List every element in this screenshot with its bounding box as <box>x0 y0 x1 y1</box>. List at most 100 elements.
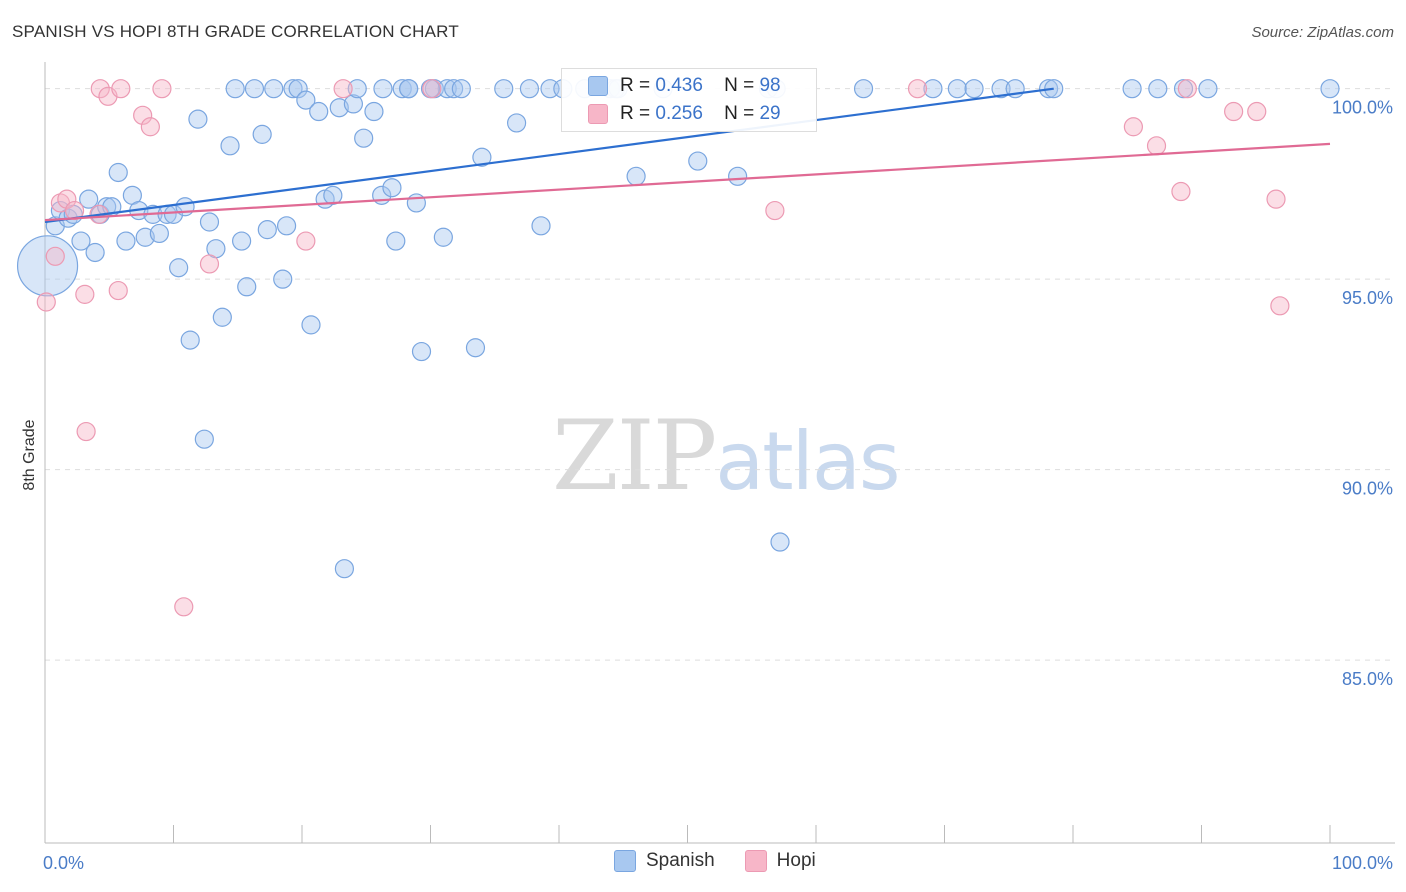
point-spanish <box>301 315 321 335</box>
point-spanish <box>71 231 91 251</box>
grid-lines <box>45 88 1395 661</box>
point-spanish <box>1198 79 1218 99</box>
point-spanish <box>116 231 136 251</box>
point-spanish <box>373 79 393 99</box>
point-spanish <box>386 231 406 251</box>
point-spanish <box>382 178 402 198</box>
point-hopi <box>333 79 353 99</box>
point-spanish <box>399 79 419 99</box>
point-spanish <box>411 341 432 362</box>
point-spanish <box>923 79 943 99</box>
point-spanish <box>149 223 169 244</box>
watermark-zip: ZIP <box>552 400 717 512</box>
point-hopi <box>1224 101 1244 122</box>
point-spanish <box>354 128 374 148</box>
point-spanish <box>169 258 189 278</box>
point-hopi <box>907 79 928 99</box>
point-hopi <box>1123 117 1143 137</box>
point-hopi <box>199 254 220 274</box>
tick-labels: 100.0% 95.0% 90.0% 85.0% 0.0% 100.0% <box>43 98 1393 873</box>
point-hopi <box>1177 79 1197 99</box>
point-spanish <box>194 429 214 449</box>
point-hopi <box>76 421 96 442</box>
point-spanish <box>296 90 316 110</box>
trend-lines <box>44 87 1331 224</box>
legend-stats-spanish: R = 0.436 N = 98 <box>620 75 781 96</box>
point-spanish <box>494 79 514 99</box>
point-hopi <box>57 189 77 209</box>
point-spanish <box>232 231 252 251</box>
point-spanish <box>519 79 540 99</box>
point-spanish <box>329 98 349 118</box>
point-spanish <box>225 79 245 99</box>
point-hopi <box>75 284 95 304</box>
point-spanish <box>347 79 367 99</box>
legend-item-spanish[interactable]: Spanish <box>614 850 715 872</box>
chart-source: Source: ZipAtlas.com <box>1251 24 1394 41</box>
point-spanish <box>472 147 492 167</box>
point-spanish <box>309 101 329 122</box>
point-spanish <box>343 94 363 114</box>
point-spanish <box>433 227 453 247</box>
point-spanish <box>506 113 527 133</box>
legend-swatch-hopi <box>588 104 608 124</box>
x-tick-label: 0.0% <box>43 853 84 873</box>
point-spanish <box>964 79 984 99</box>
point-spanish <box>334 559 355 579</box>
chart-title: SPANISH VS HOPI 8TH GRADE CORRELATION CH… <box>12 22 459 41</box>
point-hopi <box>45 246 65 266</box>
point-hopi <box>1247 101 1267 122</box>
point-spanish <box>728 166 748 186</box>
point-spanish <box>323 185 343 205</box>
legend-swatch-spanish-bottom <box>614 850 636 872</box>
point-spanish <box>135 227 155 247</box>
trend-line-spanish <box>44 87 1054 224</box>
point-hopi <box>1266 189 1286 209</box>
point-spanish <box>1122 79 1142 99</box>
point-hopi <box>140 117 160 137</box>
point-spanish <box>364 101 384 122</box>
point-spanish <box>220 136 240 156</box>
point-hopi <box>1270 296 1290 316</box>
point-spanish <box>244 79 265 99</box>
axes <box>44 62 1395 844</box>
legend-swatch-hopi-bottom <box>744 850 767 872</box>
point-spanish <box>257 220 277 240</box>
point-hopi <box>1146 136 1167 156</box>
point-spanish <box>465 338 486 358</box>
point-spanish <box>991 79 1011 99</box>
point-spanish <box>199 212 220 232</box>
point-spanish <box>947 79 967 99</box>
point-spanish <box>626 166 646 186</box>
point-hopi <box>1171 181 1191 202</box>
point-spanish <box>237 277 257 297</box>
series-legend: Spanish Hopi <box>614 850 846 872</box>
point-spanish <box>770 532 790 552</box>
point-spanish <box>288 79 308 99</box>
point-spanish <box>531 216 551 236</box>
point-spanish <box>108 162 128 183</box>
point-hopi <box>152 79 172 99</box>
series-hopi-points <box>36 79 1290 617</box>
point-hopi <box>90 79 110 99</box>
correlation-legend: R = 0.436 N = 98 R = 0.256 N = 29 <box>561 68 817 132</box>
point-spanish <box>1148 79 1168 99</box>
legend-label-spanish: Spanish <box>646 850 715 871</box>
point-hopi <box>108 280 128 301</box>
point-spanish <box>273 269 293 289</box>
x-tick-label: 100.0% <box>1332 853 1393 873</box>
y-tick-label: 85.0% <box>1342 669 1393 689</box>
y-axis-label: 8th Grade <box>21 419 38 490</box>
point-spanish <box>392 79 412 99</box>
point-spanish <box>1320 79 1340 99</box>
point-spanish <box>853 79 874 99</box>
y-tick-label: 95.0% <box>1342 288 1393 308</box>
legend-item-hopi[interactable]: Hopi <box>744 850 816 872</box>
point-spanish <box>79 189 99 209</box>
point-hopi <box>111 79 131 99</box>
point-hopi <box>422 79 442 99</box>
y-tick-label: 100.0% <box>1332 98 1393 118</box>
y-tick-label: 90.0% <box>1342 479 1393 499</box>
watermark-atlas: atlas <box>715 415 900 508</box>
